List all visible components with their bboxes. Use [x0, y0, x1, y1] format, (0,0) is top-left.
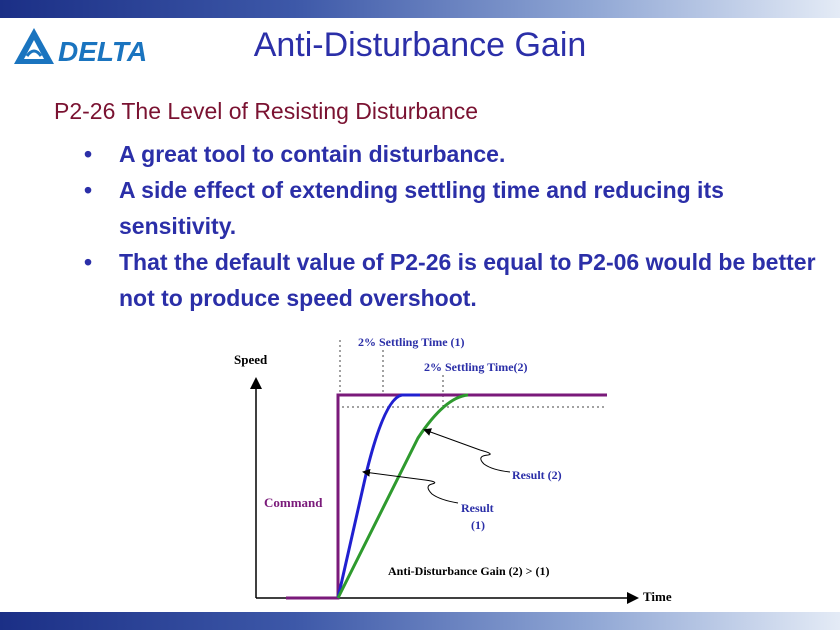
bullet-text: That the default value of P2-26 is equal… — [119, 249, 816, 311]
top-banner — [0, 0, 840, 18]
settling1-label: 2% Settling Time (1) — [358, 335, 465, 349]
bullet-item: • A great tool to contain disturbance. — [84, 141, 506, 167]
series-result-2 — [336, 393, 469, 599]
section-heading: P2-26 The Level of Resisting Disturbance — [54, 98, 479, 124]
series-command — [286, 393, 607, 600]
y-axis-label: Speed — [234, 352, 268, 367]
settling-time-chart: Speed Time 2% Settling Time (1) 2% Settl… — [234, 335, 672, 604]
bullet-item: • A side effect of extending settling tim… — [84, 177, 724, 239]
command-label: Command — [264, 495, 323, 510]
bullet-text: A great tool to contain disturbance. — [119, 141, 506, 167]
result1-pointer — [362, 468, 459, 504]
bullet-list: • A great tool to contain disturbance. • A… — [84, 136, 824, 316]
result2-pointer — [423, 428, 511, 473]
gain-note: Anti-Disturbance Gain (2) > (1) — [388, 564, 550, 578]
result2-label: Result (2) — [512, 468, 562, 482]
bottom-banner — [0, 612, 840, 630]
result1-label-number: (1) — [471, 518, 485, 532]
bullet-item: • That the default value of P2-26 is equa… — [84, 249, 816, 311]
delta-logo: DELTA — [14, 28, 147, 67]
slide-title: Anti-Disturbance Gain — [253, 26, 587, 64]
logo-text: DELTA — [58, 36, 147, 67]
series-result-1 — [336, 393, 420, 599]
settling2-label: 2% Settling Time(2) — [424, 360, 528, 374]
result1-label: Result — [461, 501, 494, 515]
bullet-text: A side effect of extending settling time… — [119, 177, 724, 239]
x-axis-label: Time — [643, 589, 672, 604]
